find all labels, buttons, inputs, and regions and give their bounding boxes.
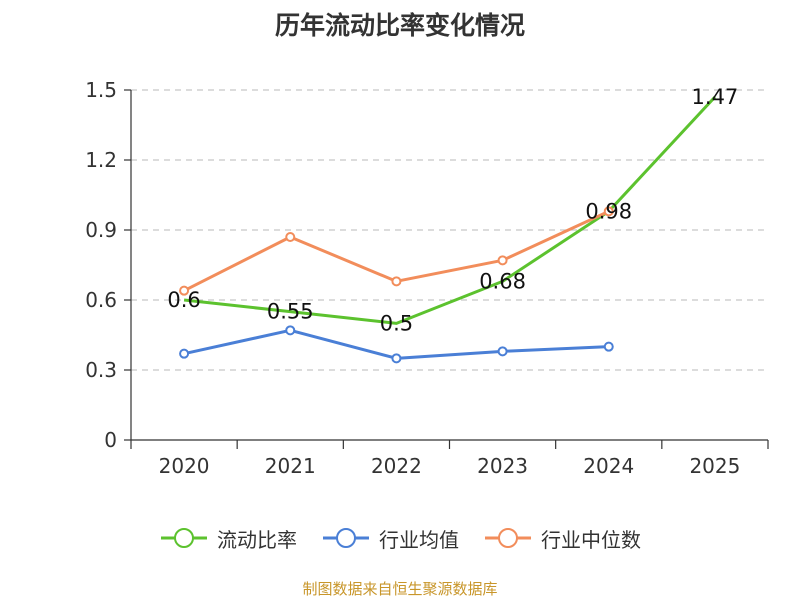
data-point [603,341,614,352]
legend-label: 行业均值 [379,527,459,552]
legend-line-circle-icon [161,528,207,548]
y-tick-label: 0 [104,428,117,452]
data-label: 0.6 [167,288,200,312]
axes: 0 0.3 0.6 0.9 1.2 1.5 2020 2021 2022 2023 2024 2025 [85,78,769,478]
legend-line-circle-icon [485,528,531,548]
data-point [497,255,508,266]
x-tick-label: 2023 [477,454,528,478]
y-tick-label: 1.5 [85,78,117,102]
data-label: 0.98 [585,199,632,223]
data-point [179,285,190,296]
data-point [285,232,296,242]
data-point [603,206,614,217]
data-point [391,353,402,364]
y-tick-label: 0.6 [85,288,117,312]
legend-label: 行业中位数 [541,527,641,552]
x-tick-label: 2024 [583,454,634,478]
x-tick-label: 2020 [159,454,210,478]
data-label: 0.5 [380,311,413,335]
series-lines [179,95,717,364]
chart-title: 历年流动比率变化情况 [274,11,525,40]
y-tick-label: 1.2 [85,148,117,172]
y-tick-label: 0.3 [85,358,117,382]
data-point [285,325,296,336]
data-point [179,348,190,359]
legend: 流动比率 行业均值 行业中位数 [0,518,800,558]
data-label: 0.68 [479,269,526,293]
grid-lines [131,89,768,371]
data-point [497,346,508,357]
legend-item-0[interactable]: 流动比率 [159,524,297,553]
data-labels: 0.6 0.55 0.5 0.68 0.98 1.47 [167,85,738,335]
data-point [391,276,402,287]
y-tick-label: 0.9 [85,218,117,242]
data-label: 0.55 [267,300,314,324]
source-footer: 制图数据来自恒生聚源数据库 [302,580,498,598]
legend-item-2[interactable]: 行业中位数 [483,524,641,553]
x-tick-label: 2022 [371,454,422,478]
x-tick-label: 2021 [265,454,316,478]
legend-item-1[interactable]: 行业均值 [321,524,459,553]
x-tick-label: 2025 [689,454,740,478]
legend-label: 流动比率 [217,527,297,552]
data-label: 1.47 [692,85,739,109]
series-line-0 [183,95,717,325]
legend-line-circle-icon [323,528,369,548]
